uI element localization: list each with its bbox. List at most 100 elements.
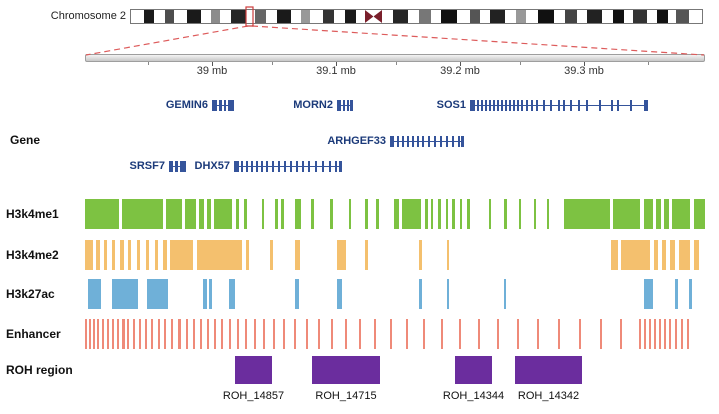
h3k4me2-block [654, 240, 658, 270]
h3k4me2-block [163, 240, 167, 270]
h3k4me2-block [621, 240, 650, 270]
enhancer-block [659, 319, 661, 349]
gene-exon [329, 161, 331, 172]
enhancer-block [345, 319, 347, 349]
enhancer-block [649, 319, 651, 349]
h3k4me1-block [504, 199, 507, 229]
roh-region-label: ROH_14857 [222, 390, 285, 402]
enhancer-block [237, 319, 239, 349]
gene-exon [563, 100, 565, 111]
gene-exon [241, 161, 243, 172]
gene-exon [501, 100, 503, 111]
ideogram-band [525, 10, 539, 23]
roh-region-label: ROH_14715 [315, 390, 377, 402]
roh-region-box [235, 356, 272, 384]
h3k4me1-block [394, 199, 399, 229]
gene-exon [521, 100, 523, 111]
ideogram-band [505, 10, 516, 23]
h3k4me1-block [402, 199, 421, 229]
gene-exon [284, 161, 286, 172]
ruler-tick [584, 62, 585, 66]
gene-exon [481, 100, 483, 111]
gene-exon [272, 161, 274, 172]
track-label-h3k4me1: H3k4me1 [6, 207, 59, 221]
enhancer-block [478, 319, 480, 349]
gene-exon [599, 100, 601, 111]
gene-intron-line [212, 105, 234, 106]
enhancer-block [406, 319, 408, 349]
enhancer-block [178, 319, 181, 349]
gene-exon [526, 100, 528, 111]
gene-exon [180, 161, 186, 172]
ideogram-band [373, 10, 383, 23]
enhancer-block [600, 319, 602, 349]
ruler-minor-tick [272, 62, 273, 65]
h3k4me1-block [519, 199, 521, 229]
gene-exon [489, 100, 491, 111]
h3k4me2-block [670, 240, 675, 270]
enhancer-block [200, 319, 202, 349]
gene-exon [570, 100, 572, 111]
h3k4me2-block [365, 240, 368, 270]
enhancer-block [664, 319, 666, 349]
h3k27ac-block [337, 279, 342, 309]
ideogram-band [277, 10, 291, 23]
gene-exon [322, 161, 324, 172]
enhancer-block [145, 319, 147, 349]
gene-exon [390, 136, 394, 147]
h3k4me1-block [365, 199, 368, 229]
enhancer-block [620, 319, 622, 349]
roh-region-box [515, 356, 582, 384]
gene-exon [412, 136, 414, 147]
ideogram-band [668, 10, 677, 23]
h3k4me1-block [656, 199, 661, 229]
gene-exon [440, 136, 442, 147]
gene-exon [611, 100, 613, 111]
enhancer-block [283, 319, 285, 349]
h3k4me1-block [438, 199, 441, 229]
h3k27ac-block [147, 279, 168, 309]
gene-exon [543, 100, 545, 111]
enhancer-block [331, 319, 333, 349]
enhancer-block [158, 319, 160, 349]
ideogram-band [587, 10, 603, 23]
gene-exon [497, 100, 499, 111]
gene-exon [212, 100, 217, 111]
ideogram-band [633, 10, 647, 23]
h3k4me1-block [85, 199, 119, 229]
gene-intron-line [337, 105, 353, 106]
gene-exon [477, 100, 479, 111]
ideogram-band [255, 10, 266, 23]
gene-exon [407, 136, 409, 147]
h3k27ac-block [229, 279, 235, 309]
gene-exon [246, 161, 248, 172]
ideogram-band [657, 10, 669, 23]
gene-exon [428, 136, 430, 147]
ruler-tick-label: 39.2 mb [440, 65, 480, 77]
enhancer-block [306, 319, 308, 349]
h3k4me2-block [679, 240, 690, 270]
enhancer-block [122, 319, 125, 349]
ideogram-band [210, 10, 220, 23]
h3k27ac-block [644, 279, 653, 309]
ideogram-band [688, 10, 702, 23]
enhancer-block [359, 319, 361, 349]
h3k4me2-block [120, 240, 124, 270]
h3k4me1-block [236, 199, 239, 229]
ideogram-band [441, 10, 458, 23]
gene-exon [296, 161, 298, 172]
ideogram-band [246, 10, 256, 23]
enhancer-block [644, 319, 646, 349]
h3k4me1-block [547, 199, 549, 229]
h3k4me2-block [112, 240, 115, 270]
h3k4me2-block [447, 240, 449, 270]
ideogram-band [265, 10, 278, 23]
h3k4me1-block [166, 199, 182, 229]
enhancer-block [441, 319, 443, 349]
h3k4me2-block [96, 240, 100, 270]
ideogram-band [364, 10, 374, 23]
ideogram-band [408, 10, 419, 23]
enhancer-block [193, 319, 195, 349]
ideogram-band [143, 10, 154, 23]
